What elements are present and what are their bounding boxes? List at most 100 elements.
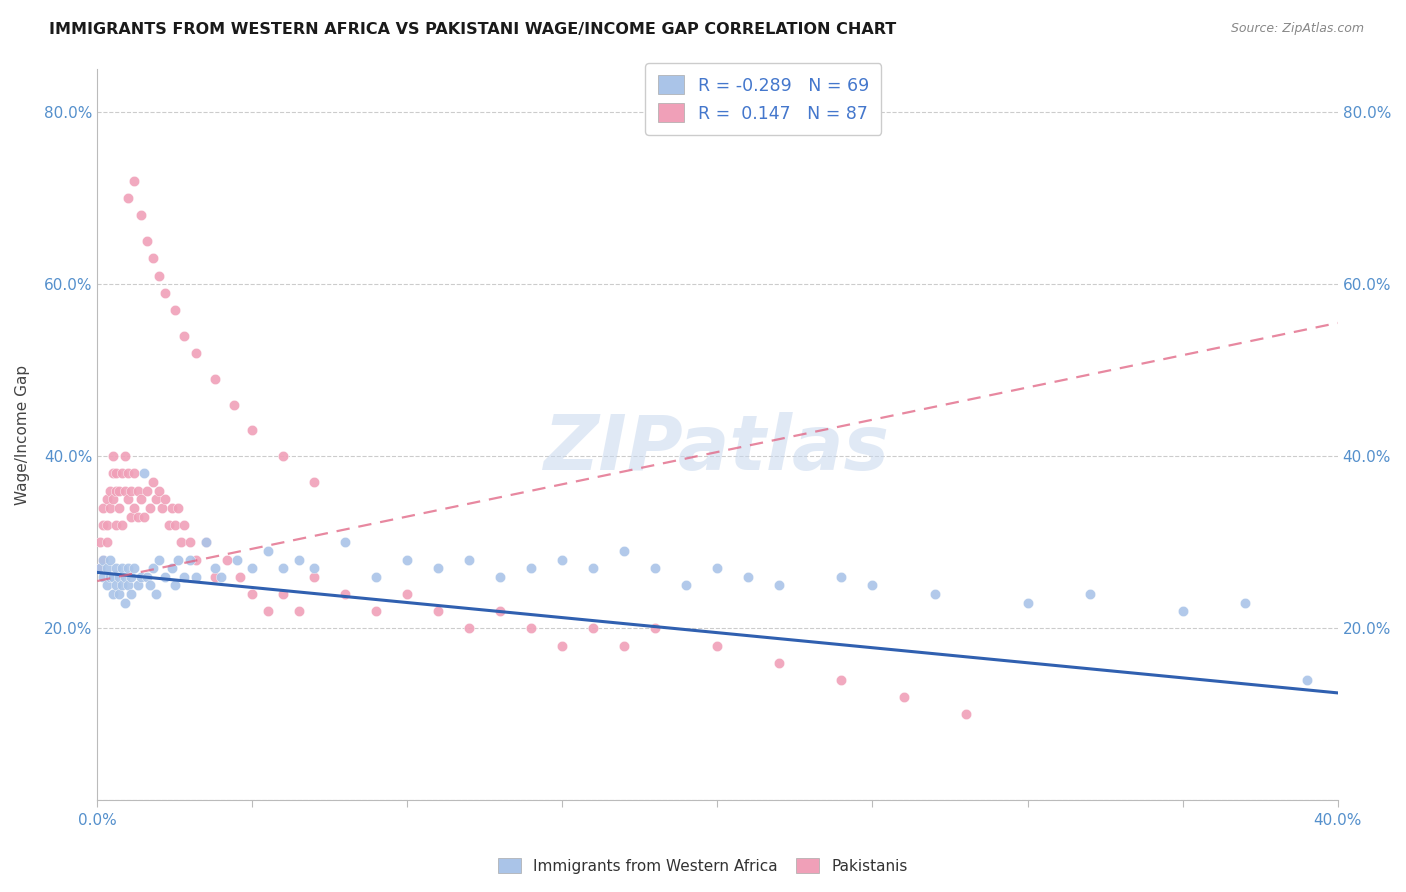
Point — [108, 587, 131, 601]
Point — [893, 690, 915, 705]
Point — [186, 552, 208, 566]
Point — [163, 303, 186, 318]
Point — [163, 578, 186, 592]
Point — [862, 578, 884, 592]
Point — [955, 707, 977, 722]
Point — [167, 552, 190, 566]
Point — [186, 346, 208, 360]
Point — [145, 492, 167, 507]
Point — [675, 578, 697, 592]
Point — [222, 398, 245, 412]
Point — [127, 483, 149, 498]
Point — [114, 570, 136, 584]
Point — [101, 450, 124, 464]
Point — [101, 587, 124, 601]
Point — [120, 587, 142, 601]
Point — [129, 570, 152, 584]
Text: IMMIGRANTS FROM WESTERN AFRICA VS PAKISTANI WAGE/INCOME GAP CORRELATION CHART: IMMIGRANTS FROM WESTERN AFRICA VS PAKIST… — [49, 22, 897, 37]
Point — [768, 578, 790, 592]
Point — [582, 621, 605, 635]
Point — [142, 252, 165, 266]
Point — [155, 570, 177, 584]
Point — [396, 552, 419, 566]
Point — [108, 483, 131, 498]
Point — [173, 518, 195, 533]
Point — [104, 483, 127, 498]
Point — [117, 467, 139, 481]
Point — [304, 561, 326, 575]
Point — [104, 578, 127, 592]
Point — [148, 552, 170, 566]
Point — [240, 561, 263, 575]
Point — [98, 483, 121, 498]
Point — [924, 587, 946, 601]
Point — [132, 467, 155, 481]
Point — [135, 483, 157, 498]
Point — [170, 535, 193, 549]
Point — [288, 552, 311, 566]
Point — [104, 518, 127, 533]
Point — [124, 467, 146, 481]
Point — [108, 500, 131, 515]
Point — [582, 561, 605, 575]
Point — [163, 518, 186, 533]
Point — [89, 561, 111, 575]
Point — [160, 500, 183, 515]
Point — [139, 500, 162, 515]
Point — [129, 208, 152, 222]
Point — [117, 578, 139, 592]
Point — [104, 467, 127, 481]
Point — [520, 561, 543, 575]
Point — [98, 570, 121, 584]
Point — [93, 570, 115, 584]
Point — [1017, 596, 1039, 610]
Point — [114, 596, 136, 610]
Point — [458, 621, 481, 635]
Point — [96, 492, 118, 507]
Point — [111, 518, 134, 533]
Point — [304, 570, 326, 584]
Y-axis label: Wage/Income Gap: Wage/Income Gap — [15, 365, 30, 505]
Point — [124, 561, 146, 575]
Point — [93, 552, 115, 566]
Point — [194, 535, 217, 549]
Point — [155, 285, 177, 300]
Point — [135, 234, 157, 248]
Point — [1171, 604, 1194, 618]
Point — [706, 561, 728, 575]
Point — [489, 604, 512, 618]
Point — [145, 587, 167, 601]
Text: ZIPatlas: ZIPatlas — [544, 412, 890, 486]
Point — [98, 552, 121, 566]
Point — [160, 561, 183, 575]
Point — [139, 578, 162, 592]
Point — [209, 570, 232, 584]
Point — [157, 518, 180, 533]
Point — [96, 578, 118, 592]
Point — [271, 587, 294, 601]
Point — [93, 552, 115, 566]
Point — [830, 570, 852, 584]
Point — [101, 492, 124, 507]
Point — [114, 483, 136, 498]
Point — [96, 561, 118, 575]
Point — [111, 467, 134, 481]
Point — [204, 570, 226, 584]
Point — [114, 450, 136, 464]
Point — [124, 174, 146, 188]
Point — [458, 552, 481, 566]
Point — [271, 450, 294, 464]
Point — [288, 604, 311, 618]
Point — [229, 570, 252, 584]
Point — [104, 561, 127, 575]
Point — [1233, 596, 1256, 610]
Point — [551, 639, 574, 653]
Point — [186, 570, 208, 584]
Point — [366, 570, 388, 584]
Point — [830, 673, 852, 687]
Point — [89, 561, 111, 575]
Point — [427, 604, 450, 618]
Point — [256, 604, 278, 618]
Point — [335, 535, 357, 549]
Point — [271, 561, 294, 575]
